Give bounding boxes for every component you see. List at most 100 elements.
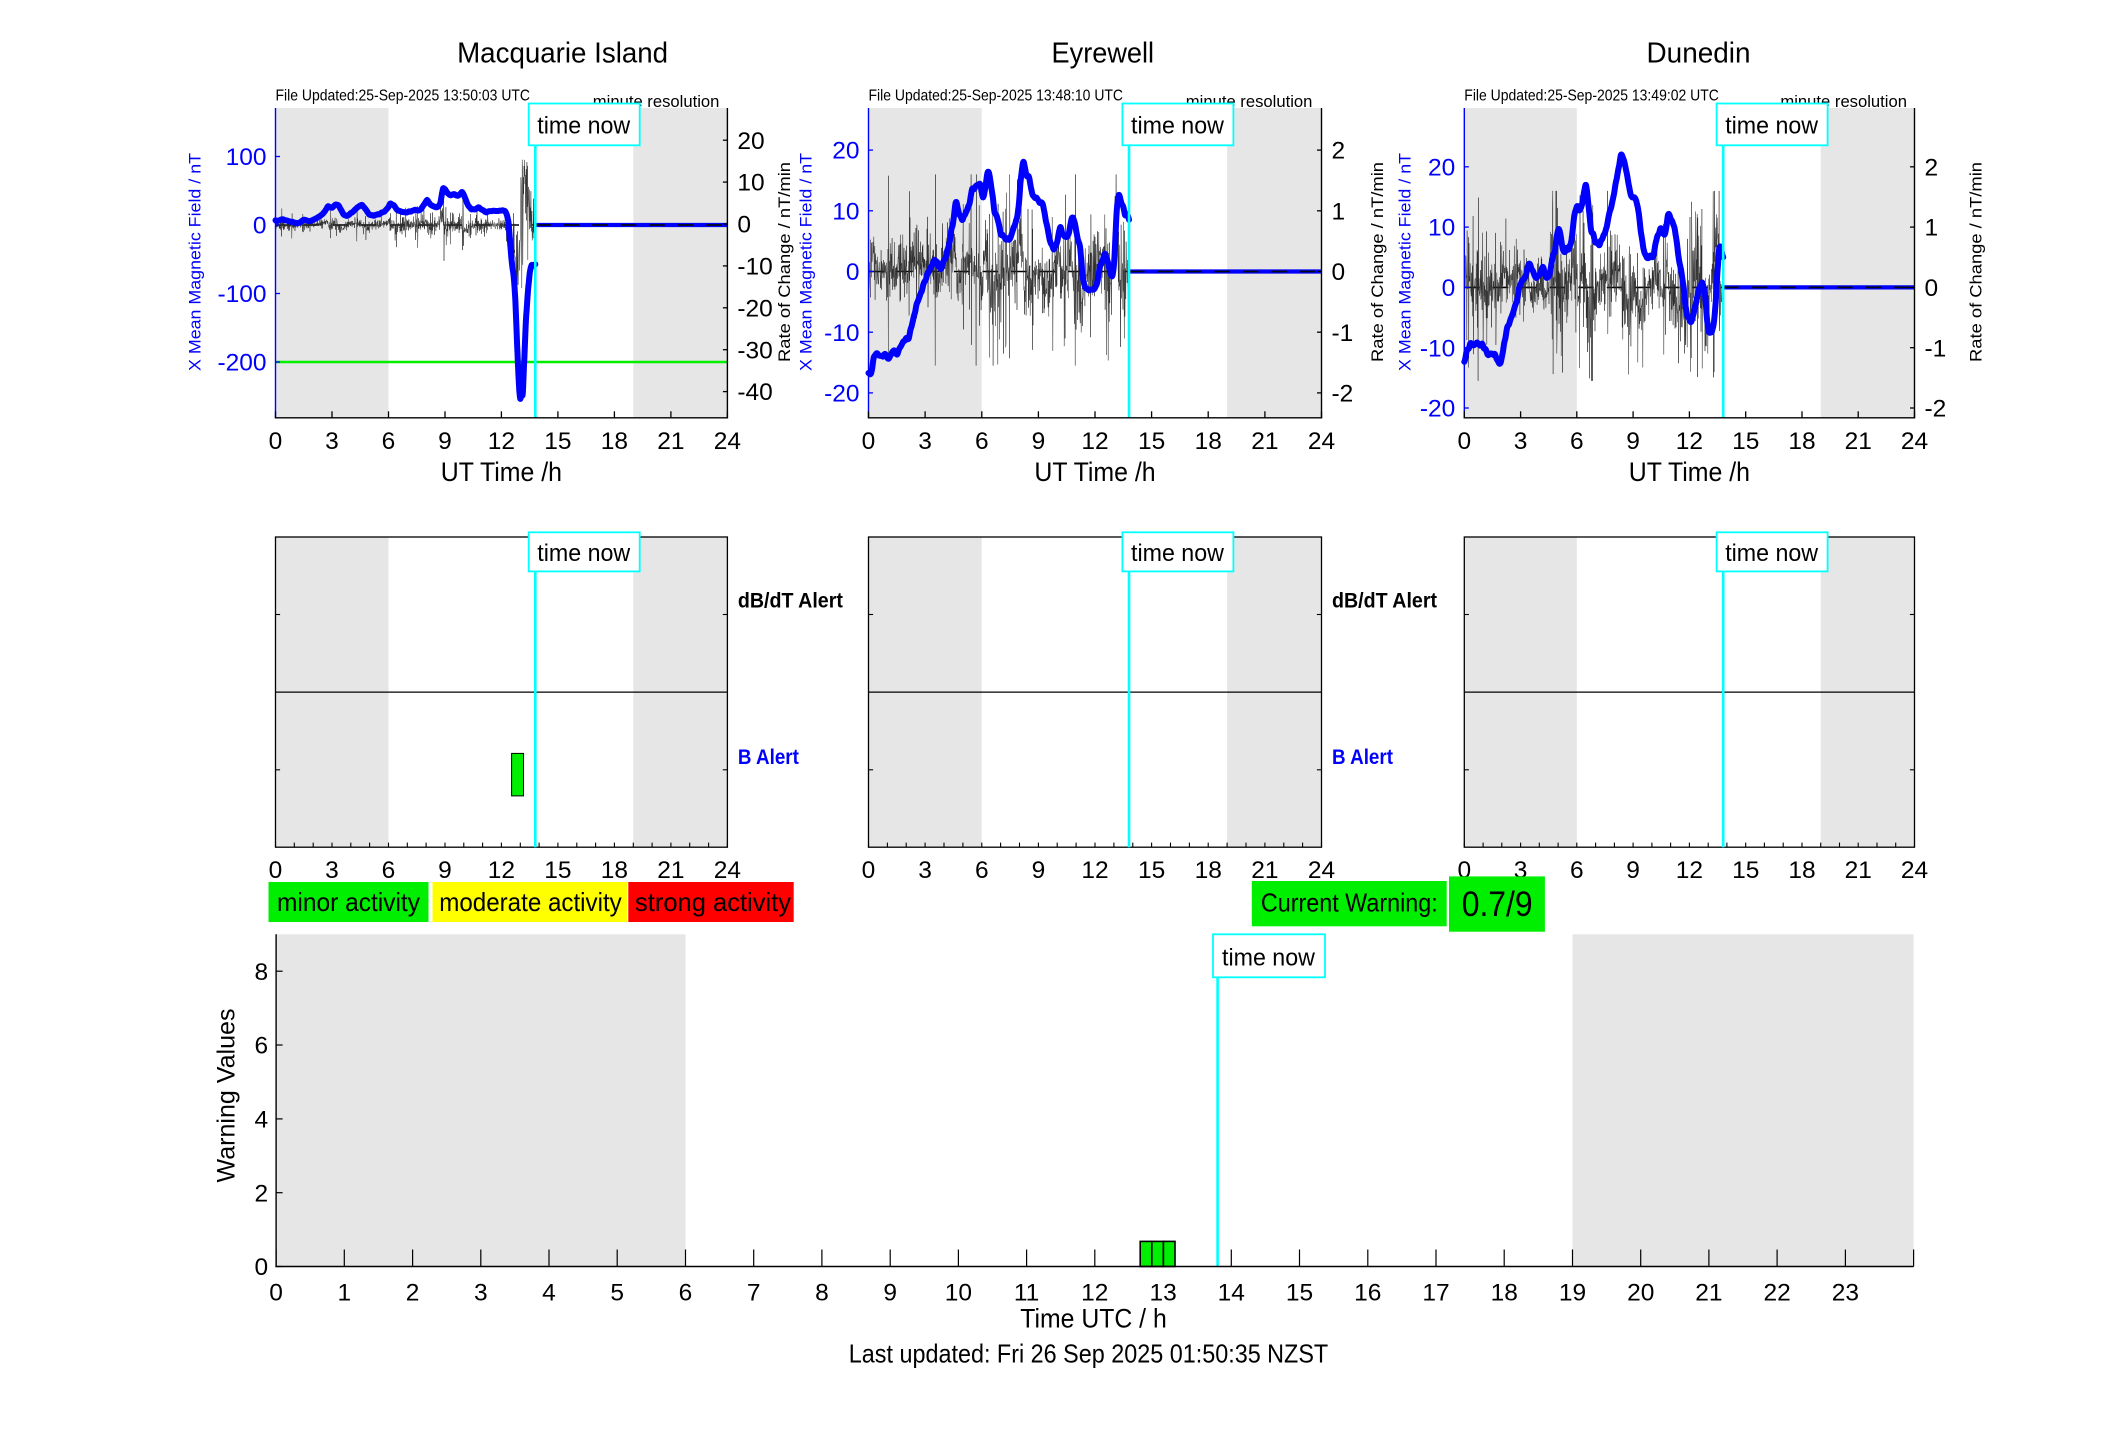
svg-text:File Updated:25-Sep-2025 13:49: File Updated:25-Sep-2025 13:49:02 UTC bbox=[1464, 87, 1719, 104]
svg-text:dB/dT Alert: dB/dT Alert bbox=[738, 590, 843, 613]
svg-text:time now: time now bbox=[537, 540, 631, 567]
svg-text:9: 9 bbox=[438, 857, 452, 884]
svg-text:12: 12 bbox=[1081, 428, 1108, 455]
svg-text:9: 9 bbox=[1626, 857, 1640, 884]
svg-text:dB/dT Alert: dB/dT Alert bbox=[1332, 590, 1437, 613]
svg-text:-100: -100 bbox=[217, 281, 266, 308]
svg-text:9: 9 bbox=[883, 1280, 897, 1307]
svg-text:-2: -2 bbox=[1925, 396, 1947, 423]
svg-text:19: 19 bbox=[1559, 1280, 1586, 1307]
svg-text:2: 2 bbox=[406, 1280, 420, 1307]
svg-text:UT Time /h: UT Time /h bbox=[1034, 457, 1155, 487]
svg-text:Warning Values: Warning Values bbox=[213, 1009, 241, 1183]
svg-text:-20: -20 bbox=[1420, 396, 1455, 423]
svg-text:X Mean Magnetic Field / nT: X Mean Magnetic Field / nT bbox=[186, 153, 205, 371]
svg-text:X Mean Magnetic Field / nT: X Mean Magnetic Field / nT bbox=[1396, 153, 1415, 371]
svg-text:6: 6 bbox=[382, 428, 396, 455]
svg-text:12: 12 bbox=[1081, 1280, 1108, 1307]
svg-text:0: 0 bbox=[1457, 428, 1471, 455]
svg-text:-40: -40 bbox=[737, 379, 772, 406]
svg-text:1: 1 bbox=[1925, 215, 1939, 242]
svg-text:Rate of Change / nT/min: Rate of Change / nT/min bbox=[775, 162, 794, 362]
svg-text:18: 18 bbox=[601, 857, 628, 884]
svg-text:12: 12 bbox=[1081, 857, 1108, 884]
svg-text:Time UTC / h: Time UTC / h bbox=[1020, 1304, 1167, 1334]
svg-text:12: 12 bbox=[488, 428, 515, 455]
svg-text:0: 0 bbox=[269, 857, 283, 884]
svg-text:Last updated: Fri 26 Sep 2025: Last updated: Fri 26 Sep 2025 01:50:35 N… bbox=[849, 1339, 1329, 1369]
svg-text:21: 21 bbox=[1845, 428, 1872, 455]
svg-text:15: 15 bbox=[544, 857, 571, 884]
svg-text:6: 6 bbox=[1570, 857, 1584, 884]
svg-text:6: 6 bbox=[382, 857, 396, 884]
svg-text:10: 10 bbox=[832, 198, 859, 225]
svg-text:6: 6 bbox=[975, 428, 989, 455]
svg-text:21: 21 bbox=[1251, 428, 1278, 455]
svg-text:12: 12 bbox=[1676, 857, 1703, 884]
svg-text:24: 24 bbox=[1901, 857, 1928, 884]
svg-text:17: 17 bbox=[1422, 1280, 1449, 1307]
svg-text:12: 12 bbox=[488, 857, 515, 884]
svg-text:3: 3 bbox=[474, 1280, 488, 1307]
svg-text:-20: -20 bbox=[824, 381, 859, 408]
svg-text:13: 13 bbox=[1149, 1280, 1176, 1307]
svg-text:0: 0 bbox=[253, 213, 267, 240]
svg-text:0: 0 bbox=[737, 212, 751, 239]
svg-text:21: 21 bbox=[657, 857, 684, 884]
svg-text:-10: -10 bbox=[737, 254, 772, 281]
svg-text:3: 3 bbox=[918, 857, 932, 884]
svg-text:23: 23 bbox=[1832, 1280, 1859, 1307]
svg-text:24: 24 bbox=[1308, 428, 1335, 455]
svg-text:0: 0 bbox=[862, 428, 876, 455]
svg-text:9: 9 bbox=[438, 428, 452, 455]
svg-text:21: 21 bbox=[1695, 1280, 1722, 1307]
svg-text:18: 18 bbox=[1195, 428, 1222, 455]
svg-text:18: 18 bbox=[1788, 857, 1815, 884]
svg-text:Macquarie Island: Macquarie Island bbox=[457, 37, 668, 69]
svg-text:21: 21 bbox=[1845, 857, 1872, 884]
svg-text:-20: -20 bbox=[737, 295, 772, 322]
svg-text:18: 18 bbox=[1788, 428, 1815, 455]
svg-text:21: 21 bbox=[657, 428, 684, 455]
svg-text:22: 22 bbox=[1763, 1280, 1790, 1307]
svg-text:0.7/9: 0.7/9 bbox=[1462, 885, 1533, 924]
svg-text:8: 8 bbox=[815, 1280, 829, 1307]
svg-text:4: 4 bbox=[254, 1107, 268, 1134]
svg-text:10: 10 bbox=[1428, 215, 1455, 242]
svg-text:Eyrewell: Eyrewell bbox=[1052, 37, 1155, 69]
svg-text:0: 0 bbox=[269, 428, 283, 455]
svg-text:20: 20 bbox=[737, 128, 764, 155]
svg-text:9: 9 bbox=[1032, 857, 1046, 884]
svg-text:3: 3 bbox=[1514, 428, 1528, 455]
svg-text:UT Time /h: UT Time /h bbox=[1629, 457, 1750, 487]
svg-text:-1: -1 bbox=[1332, 320, 1354, 347]
svg-text:time now: time now bbox=[537, 113, 631, 140]
svg-text:File Updated:25-Sep-2025 13:48: File Updated:25-Sep-2025 13:48:10 UTC bbox=[869, 87, 1124, 104]
svg-text:minor activity: minor activity bbox=[277, 887, 420, 917]
svg-text:-30: -30 bbox=[737, 337, 772, 364]
svg-text:24: 24 bbox=[1308, 857, 1335, 884]
svg-text:Rate of Change / nT/min: Rate of Change / nT/min bbox=[1368, 162, 1387, 362]
svg-text:18: 18 bbox=[601, 428, 628, 455]
svg-text:time now: time now bbox=[1725, 540, 1819, 567]
svg-text:File Updated:25-Sep-2025 13:50: File Updated:25-Sep-2025 13:50:03 UTC bbox=[276, 87, 531, 104]
svg-text:-1: -1 bbox=[1925, 335, 1947, 362]
svg-text:2: 2 bbox=[254, 1180, 268, 1207]
svg-text:0: 0 bbox=[846, 259, 860, 286]
svg-text:9: 9 bbox=[1032, 428, 1046, 455]
svg-text:15: 15 bbox=[1732, 428, 1759, 455]
svg-text:15: 15 bbox=[1138, 428, 1165, 455]
svg-text:strong activity: strong activity bbox=[635, 887, 791, 917]
svg-text:Dunedin: Dunedin bbox=[1647, 37, 1751, 69]
svg-text:20: 20 bbox=[1627, 1280, 1654, 1307]
svg-text:12: 12 bbox=[1676, 428, 1703, 455]
svg-text:15: 15 bbox=[1138, 857, 1165, 884]
svg-text:20: 20 bbox=[832, 138, 859, 165]
svg-text:8: 8 bbox=[254, 959, 268, 986]
svg-text:10: 10 bbox=[945, 1280, 972, 1307]
svg-text:0: 0 bbox=[254, 1254, 268, 1281]
svg-text:time now: time now bbox=[1725, 113, 1819, 140]
svg-text:9: 9 bbox=[1626, 428, 1640, 455]
svg-text:18: 18 bbox=[1491, 1280, 1518, 1307]
svg-text:6: 6 bbox=[679, 1280, 693, 1307]
